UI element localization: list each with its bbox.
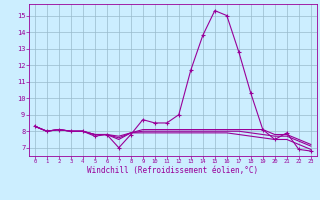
- X-axis label: Windchill (Refroidissement éolien,°C): Windchill (Refroidissement éolien,°C): [87, 166, 258, 175]
